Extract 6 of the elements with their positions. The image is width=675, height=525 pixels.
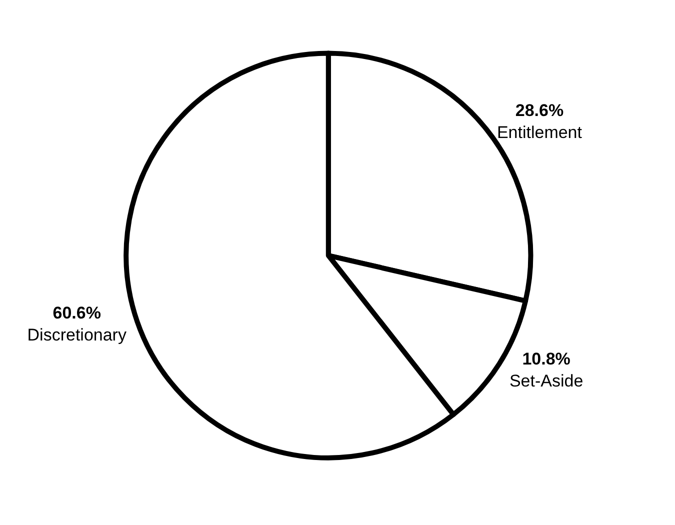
- data-label: 28.6%: [515, 101, 564, 120]
- data-label: 60.6%: [52, 303, 101, 322]
- slice-label: Entitlement: [496, 123, 582, 142]
- slice-label: Discretionary: [27, 325, 127, 344]
- slice-label: Set-Aside: [509, 371, 584, 390]
- data-label: 10.8%: [522, 349, 570, 368]
